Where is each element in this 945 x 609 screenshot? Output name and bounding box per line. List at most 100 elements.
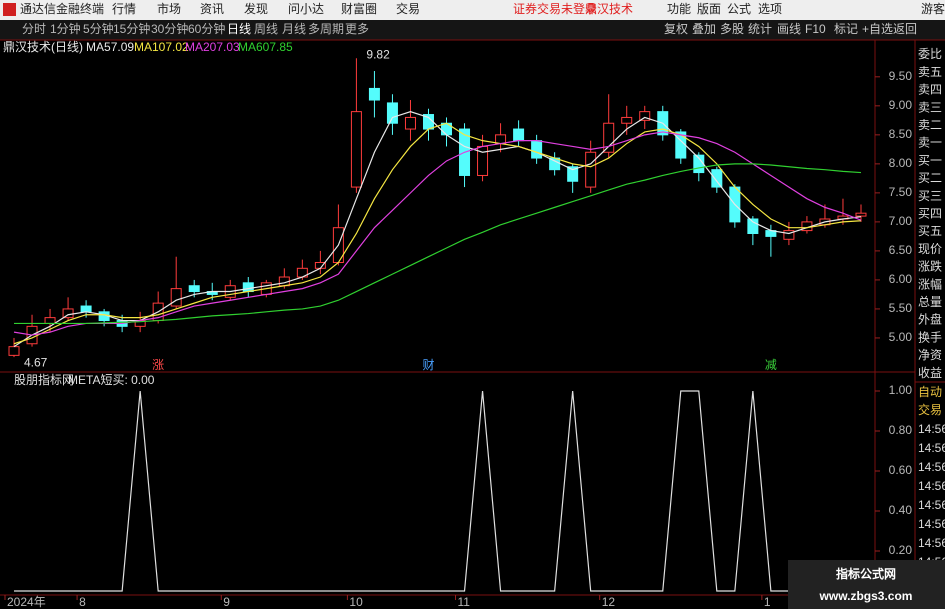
- legend-item: MA607.85: [238, 40, 293, 54]
- candle-body: [639, 111, 651, 121]
- period-tab[interactable]: 周线: [254, 22, 278, 36]
- quote-label: 卖一: [918, 136, 942, 150]
- quote-label: 买一: [918, 153, 942, 167]
- quote-label: 卖五: [918, 65, 942, 79]
- y-tick-label: 9.50: [889, 69, 913, 83]
- legend-name: MA5: [86, 40, 111, 54]
- chart-title: 鼎汉技术(日线): [3, 40, 83, 54]
- x-tick-label: 10: [349, 595, 363, 609]
- watermark-box: [788, 560, 945, 609]
- trade-time: 14:56: [918, 422, 945, 436]
- y-tick-label: 8.50: [889, 127, 913, 141]
- menu-bar: [0, 0, 945, 20]
- menu-item[interactable]: 资讯: [200, 2, 224, 16]
- toolbar-button[interactable]: 叠加: [692, 22, 716, 36]
- menu-item[interactable]: 版面: [697, 2, 721, 16]
- toolbar-button[interactable]: F10: [805, 22, 826, 36]
- candle-body: [531, 140, 543, 159]
- period-tab[interactable]: 更多: [345, 22, 369, 36]
- toolbar-button[interactable]: 多股: [720, 22, 744, 36]
- candle-body: [44, 317, 56, 324]
- legend-item: MA207.03: [185, 40, 240, 54]
- menu-item[interactable]: 财富圈: [341, 1, 377, 16]
- user-label[interactable]: 游客: [921, 1, 945, 16]
- legend-value: 7.02: [165, 40, 189, 54]
- quote-label: 买五: [918, 224, 942, 238]
- toolbar: [0, 20, 945, 40]
- y-tick-label: 0.60: [889, 463, 913, 477]
- y-tick-label: 6.00: [889, 272, 913, 286]
- candle-body: [855, 212, 867, 217]
- menu-item[interactable]: 交易: [396, 1, 420, 16]
- trade-time: 14:56: [918, 498, 945, 512]
- menu-item[interactable]: 行情: [112, 2, 136, 16]
- toolbar-button[interactable]: +自选: [862, 22, 893, 36]
- legend-value: 7.85: [269, 40, 293, 54]
- menu-item[interactable]: 公式: [727, 2, 751, 16]
- candle-body: [747, 218, 759, 234]
- toolbar-button[interactable]: 标记: [834, 22, 858, 36]
- period-tab[interactable]: 15分钟: [113, 21, 150, 36]
- period-tab[interactable]: 5分钟: [83, 21, 114, 36]
- legend-item: MA107.02: [134, 40, 189, 54]
- quote-label: 买二: [918, 171, 942, 185]
- quote-label: 卖二: [918, 118, 942, 132]
- candle-body: [368, 87, 380, 101]
- quote-label: 买三: [918, 189, 942, 203]
- quote-label: 总量: [918, 295, 942, 309]
- y-tick-label: 9.00: [889, 98, 913, 112]
- trade-time: 14:56: [918, 441, 945, 455]
- y-tick-label: 5.50: [889, 301, 913, 315]
- menu-item[interactable]: 问小达: [288, 2, 324, 16]
- indicator-line: [14, 390, 861, 592]
- toolbar-button[interactable]: 画线: [777, 22, 801, 36]
- y-tick-label: 8.00: [889, 156, 913, 170]
- menu-item[interactable]: 选项: [758, 2, 782, 16]
- app-logo: [3, 3, 16, 16]
- period-tab[interactable]: 日线: [227, 22, 251, 36]
- period-tab[interactable]: 60分钟: [188, 21, 225, 36]
- x-tick-label: 11: [458, 595, 471, 609]
- x-tick-label: 8: [79, 595, 86, 609]
- login-status[interactable]: 证券交易未登录: [513, 1, 597, 16]
- candle-body: [621, 116, 633, 124]
- menu-item[interactable]: 发现: [244, 1, 268, 16]
- quote-label: 涨跌: [918, 259, 942, 274]
- toolbar-button[interactable]: 统计: [748, 22, 772, 36]
- y-tick-label: 7.00: [889, 214, 913, 228]
- candle-body: [711, 169, 723, 188]
- toolbar-button[interactable]: 返回: [893, 22, 917, 36]
- candle-body: [350, 111, 362, 188]
- candle-body: [495, 134, 507, 145]
- toolbar-button[interactable]: 复权: [664, 22, 688, 36]
- app-title: 通达信金融终端: [20, 1, 104, 16]
- price-annotation: 9.82: [366, 47, 390, 61]
- candle-body: [80, 305, 92, 313]
- menu-item[interactable]: 功能: [667, 2, 691, 16]
- legend-name: MA60: [238, 40, 270, 54]
- ma-line: [13, 131, 862, 336]
- candle-body: [62, 308, 74, 319]
- trade-label: 自动: [918, 385, 942, 399]
- candle-body: [188, 285, 200, 293]
- quote-label: 换手: [918, 330, 942, 344]
- y-tick-label: 7.50: [889, 185, 913, 199]
- period-tab[interactable]: 30分钟: [151, 21, 188, 36]
- quote-label: 外盘: [918, 312, 942, 327]
- candle-body: [783, 230, 795, 240]
- candle-body: [513, 128, 525, 142]
- y-tick-label: 1.00: [889, 383, 913, 397]
- x-tick-label: 1: [764, 595, 771, 609]
- period-tab[interactable]: 1分钟: [50, 21, 81, 36]
- period-tab[interactable]: 分时: [22, 22, 46, 36]
- candle-body: [585, 151, 597, 188]
- watermark-url: www.zbgs3.com: [819, 589, 913, 603]
- legend-name: MA10: [134, 40, 166, 54]
- period-tab[interactable]: 多周期: [308, 22, 344, 36]
- quote-label: 卖三: [918, 100, 942, 114]
- legend-value: 7.09: [111, 40, 135, 54]
- period-tab[interactable]: 月线: [282, 22, 306, 36]
- menu-item[interactable]: 市场: [157, 1, 181, 16]
- event-marker: 财: [422, 358, 434, 372]
